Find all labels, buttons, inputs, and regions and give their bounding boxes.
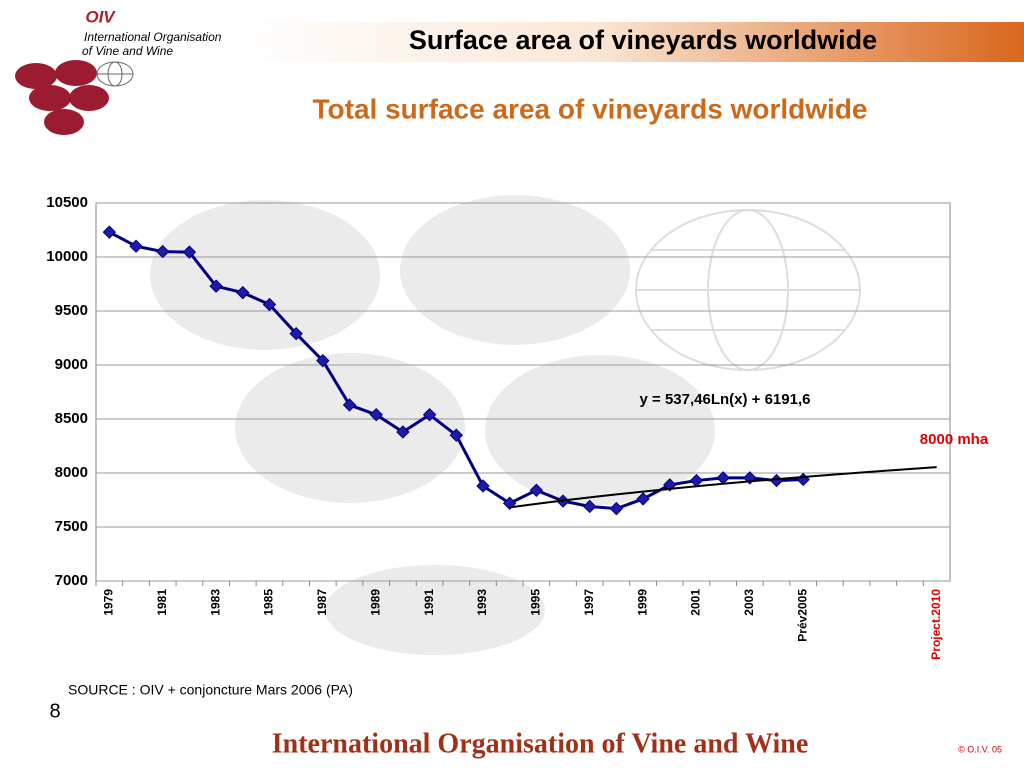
data-point xyxy=(609,501,624,516)
data-point xyxy=(529,483,544,497)
slide-title: Surface area of vineyards worldwide xyxy=(409,25,877,55)
x-tick-label: 1989 xyxy=(368,589,382,616)
y-tick-label: 7000 xyxy=(55,572,88,589)
x-tick-label: 1981 xyxy=(155,589,169,616)
logo-grapes xyxy=(15,60,109,135)
source-note: SOURCE : OIV + conjoncture Mars 2006 (PA… xyxy=(68,682,353,698)
x-tick-label: 1991 xyxy=(422,589,436,616)
copyright: © O.I.V. 05 xyxy=(958,744,1002,754)
data-point xyxy=(369,407,383,422)
data-point xyxy=(262,297,277,312)
y-tick-label: 7500 xyxy=(55,518,88,535)
data-point xyxy=(156,244,170,259)
data-point xyxy=(182,245,197,259)
data-point xyxy=(716,471,730,485)
x-tick-label: Prév2005 xyxy=(795,589,809,642)
data-point xyxy=(449,428,463,442)
y-tick-label: 10500 xyxy=(46,194,88,211)
footer-text: International Organisation of Vine and W… xyxy=(272,728,809,759)
logo-globe xyxy=(96,61,134,87)
y-tick-label: 9000 xyxy=(55,356,88,373)
data-point xyxy=(689,473,704,488)
data-point xyxy=(636,492,650,506)
data-point xyxy=(102,225,117,239)
data-point xyxy=(476,479,490,493)
trend-equation: y = 537,46Ln(x) + 6191,6 xyxy=(640,391,811,408)
background-globe xyxy=(635,209,861,371)
x-tick-label: 1979 xyxy=(102,589,116,616)
x-tick-label: 2001 xyxy=(689,589,703,616)
data-point xyxy=(316,353,330,368)
x-tick-label: 1995 xyxy=(529,589,543,616)
chart-title: Total surface area of vineyards worldwid… xyxy=(313,93,868,124)
data-point xyxy=(769,473,784,488)
org-line: International Organisation xyxy=(84,30,222,44)
data-point xyxy=(236,285,250,300)
page-number: 8 xyxy=(49,700,60,722)
data-point xyxy=(396,425,410,439)
y-tick-label: 8000 xyxy=(55,464,88,481)
data-point xyxy=(583,499,597,514)
x-tick-label: 1983 xyxy=(208,589,222,616)
data-point xyxy=(129,239,143,253)
y-tick-label: 8500 xyxy=(55,410,88,427)
y-tick-label: 9500 xyxy=(55,302,88,319)
x-tick-label: 2003 xyxy=(742,589,756,616)
data-point xyxy=(342,398,357,412)
x-tick-label: 1985 xyxy=(262,589,276,616)
x-tick-label: 1993 xyxy=(475,589,489,616)
data-point xyxy=(209,279,223,293)
logo-text: OIV xyxy=(85,7,116,26)
background-blobs xyxy=(150,195,715,655)
annotation: 8000 mha xyxy=(920,431,989,448)
data-point xyxy=(289,326,303,341)
y-tick-label: 10000 xyxy=(46,248,88,265)
data-point xyxy=(796,472,810,487)
header-band xyxy=(240,22,1024,62)
x-tick-label: 1997 xyxy=(582,589,596,616)
x-tick-label: 1999 xyxy=(635,589,649,616)
x-tick-label: 1987 xyxy=(315,589,329,616)
org-line: of Vine and Wine xyxy=(82,44,173,58)
trend-line xyxy=(509,466,937,509)
x-tick-label: Project.2010 xyxy=(929,589,943,660)
data-point xyxy=(422,407,437,422)
